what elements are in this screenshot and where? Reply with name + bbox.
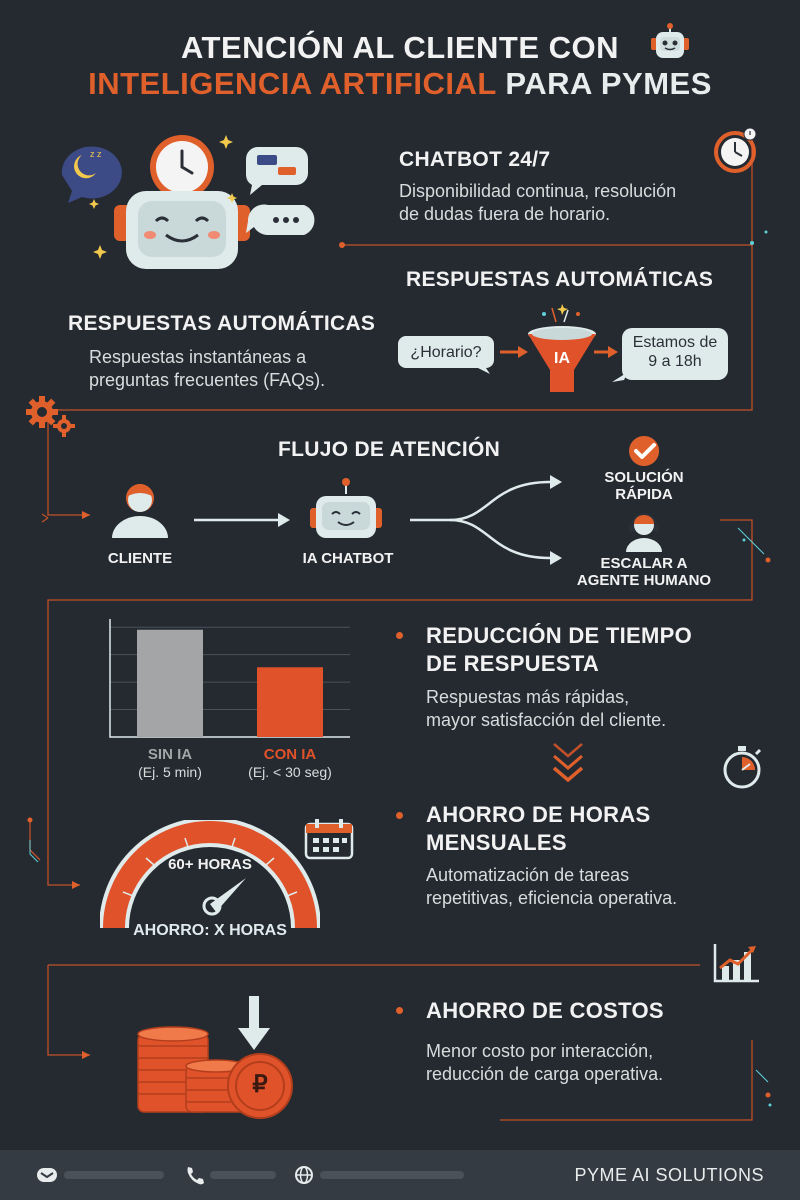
response-time-heading-line2: DE RESPUESTA	[426, 650, 600, 676]
response-time-chart: SIN IA(Ej. 5 min) CON IA(Ej. < 30 seg)	[109, 619, 350, 780]
rising-chart-icon	[713, 944, 759, 983]
bullet-costs	[396, 1007, 403, 1014]
phone-icon[interactable]	[184, 1165, 204, 1185]
gauge-value-label: 60+ HORAS	[168, 856, 252, 873]
calendar-icon	[304, 819, 354, 860]
flow-escalate-line2: AGENTE HUMANO	[576, 571, 712, 589]
response-time-description-line1: Respuestas más rápidas,	[426, 687, 630, 707]
chart-category-label: CON IA	[264, 746, 317, 763]
coin-symbol: ₽	[252, 1071, 268, 1098]
answer-bubble-line1: Estamos de	[632, 334, 718, 351]
globe-icon[interactable]	[294, 1165, 314, 1185]
hours-description-line1: Automatización de tareas	[426, 865, 630, 885]
costs-description-line2: reducción de carga operativa.	[426, 1064, 664, 1085]
auto-responses-heading-right: RESPUESTAS AUTOMÁTICAS	[406, 268, 714, 291]
costs-heading: AHORRO DE COSTOS	[426, 998, 664, 1023]
answer-bubble-line2: 9 a 18h	[648, 353, 702, 371]
chevrons-down-icon	[552, 743, 584, 783]
hours-heading-line1: AHORRO DE HORAS	[426, 802, 651, 827]
response-time-description-line2: mayor satisfacción del cliente.	[426, 710, 667, 731]
flow-solution: SOLUCIÓN RÁPIDA	[574, 469, 714, 503]
auto-responses-description-line1: Respuestas instantáneas a	[89, 347, 307, 367]
chart-category-sublabel: (Ej. < 30 seg)	[248, 764, 332, 780]
svg-text:z z: z z	[90, 149, 102, 159]
ia-funnel-diagram	[398, 304, 728, 392]
bullet-hours	[396, 812, 403, 819]
footer-brand: PYME AI SOLUTIONS	[574, 1165, 764, 1185]
gauge-caption: AHORRO: X HORAS	[133, 922, 287, 939]
auto-responses-heading-left: RESPUESTAS AUTOMÁTICAS	[68, 312, 376, 335]
footer-web-placeholder	[320, 1171, 464, 1179]
response-time-heading: REDUCCIÓN DE TIEMPO DE RESPUESTA	[426, 622, 692, 677]
coins-saving-illustration	[137, 996, 293, 1119]
bullet-response-time	[396, 632, 403, 639]
chart-bar-con-ia	[257, 667, 323, 737]
chatbot-description-line1: Disponibilidad continua, resolución	[399, 181, 677, 201]
title-robot-icon	[651, 23, 689, 58]
title-line2-rest: PARA PYMES	[496, 66, 712, 101]
flow-escalate: ESCALAR A AGENTE HUMANO	[558, 555, 730, 589]
footer-phone-placeholder	[210, 1171, 276, 1179]
flow-diagram	[112, 475, 562, 565]
gears-icon	[26, 396, 75, 437]
flow-escalate-line1: ESCALAR A	[600, 555, 688, 572]
chatbot-robot-illustration: z z	[61, 135, 315, 269]
flow-solution-line1: SOLUCIÓN	[604, 469, 684, 486]
hours-heading: AHORRO DE HORAS MENSUALES	[426, 801, 651, 856]
response-time-description: Respuestas más rápidas, mayor satisfacci…	[426, 686, 666, 733]
title-accent-text: INTELIGENCIA ARTIFICIAL	[88, 66, 497, 101]
hours-description: Automatización de tareas repetitivas, ef…	[426, 864, 677, 911]
page-title-line2: INTELIGENCIA ARTIFICIAL PARA PYMES	[0, 66, 800, 102]
flow-solution-line2: RÁPIDA	[615, 485, 673, 503]
flow-bot-label: IA CHATBOT	[302, 550, 394, 567]
funnel-label: IA	[554, 350, 570, 367]
stopwatch-icon	[723, 746, 762, 789]
footer-email-placeholder	[64, 1171, 164, 1179]
flow-heading: FLUJO DE ATENCIÓN	[278, 438, 501, 461]
title-line1-text: ATENCIÓN AL CLIENTE CON	[180, 30, 620, 65]
costs-description-line1: Menor costo por interacción,	[426, 1041, 654, 1061]
chatbot-description-line2: de dudas fuera de horario.	[399, 204, 611, 224]
chart-category-label: SIN IA	[148, 746, 192, 763]
checkmark-icon	[629, 436, 660, 466]
footer-bar: PYME AI SOLUTIONS	[0, 1150, 800, 1200]
alarm-clock-icon	[714, 127, 757, 173]
chart-category-sublabel: (Ej. 5 min)	[138, 764, 202, 780]
hours-description-line2: repetitivas, eficiencia operativa.	[426, 888, 678, 909]
auto-responses-description-line2: preguntas frecuentes (FAQs).	[89, 370, 326, 390]
question-bubble-text: ¿Horario?	[410, 344, 482, 361]
hours-gauge	[100, 820, 320, 929]
response-time-heading-line1: REDUCCIÓN DE TIEMPO	[426, 623, 693, 648]
costs-description: Menor costo por interacción, reducción d…	[426, 1040, 663, 1087]
chatbot-heading: CHATBOT 24/7	[399, 148, 551, 171]
support-agent-icon	[626, 513, 662, 552]
flow-client-label: CLIENTE	[107, 550, 173, 567]
hours-heading-line2: MENSUALES	[426, 829, 567, 855]
answer-bubble: Estamos de 9 a 18h	[622, 333, 728, 371]
chart-bar-sin-ia	[137, 629, 203, 737]
email-icon[interactable]	[36, 1166, 58, 1184]
page-title-line1: ATENCIÓN AL CLIENTE CON	[0, 30, 800, 66]
